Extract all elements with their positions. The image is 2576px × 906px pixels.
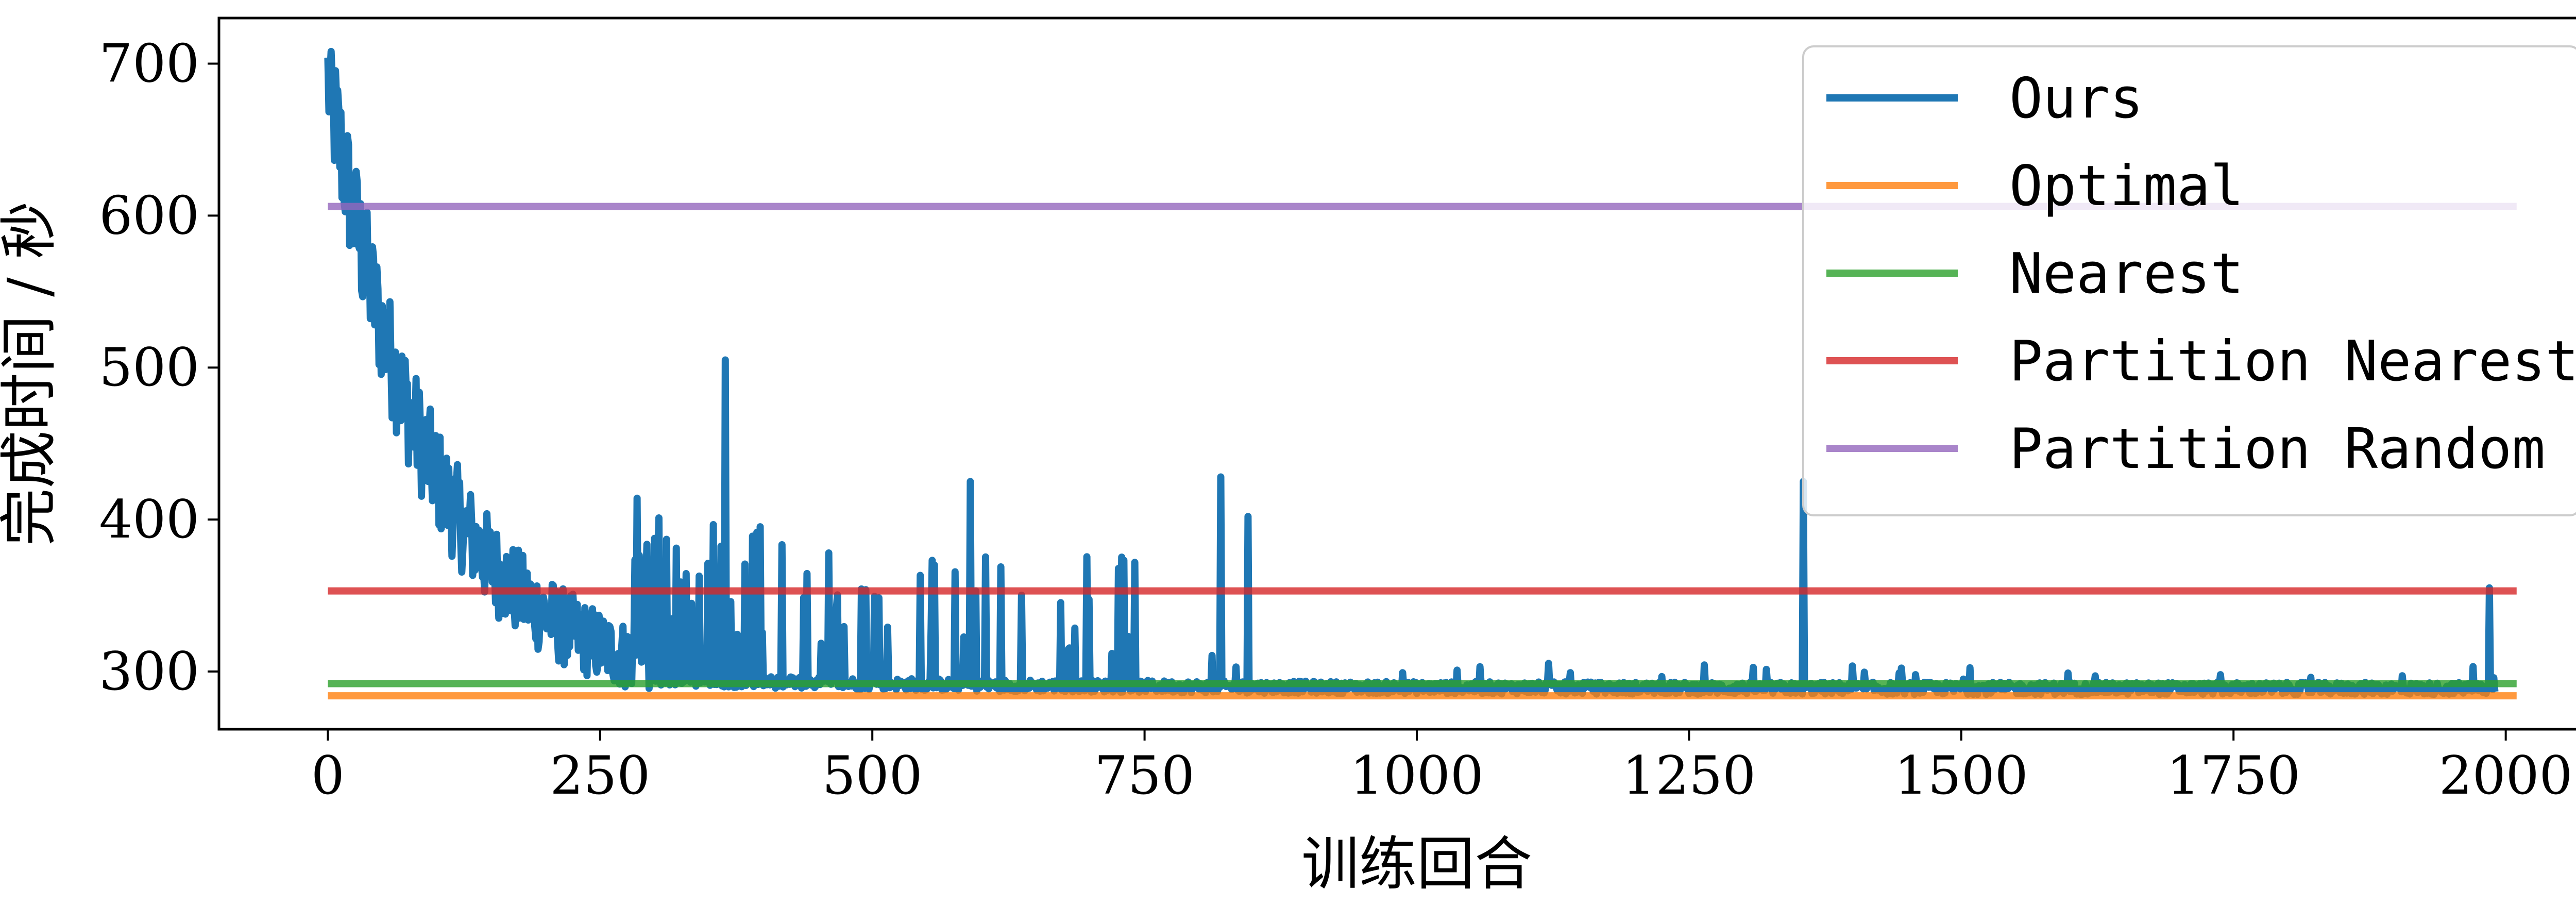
legend-label-partition-random: Partition Random [2009,417,2545,481]
series-layer [324,47,2517,700]
x-tick-label: 0 [311,745,345,807]
y-tick-label: 300 [99,641,199,702]
legend-label-partition-nearest: Partition Nearest [2009,329,2576,394]
x-axis-title: 训练回合 [1301,831,1532,898]
x-tick-label: 500 [822,745,923,807]
x-tick-label: 750 [1094,745,1195,807]
legend-label-nearest: Nearest [2009,242,2244,306]
legend: Ours Optimal Nearest Partition Nearest Parti… [1802,45,2576,516]
y-tick-label: 500 [99,337,199,398]
y-tick-label: 700 [99,33,199,94]
x-tick-label: 1000 [1350,745,1484,807]
x-tick-label: 1500 [1894,745,2028,807]
legend-label-optimal: Optimal [2009,154,2244,219]
legend-label-ours: Ours [2009,66,2143,131]
series-line-ours [324,47,2499,698]
x-axis: 0 250 500 750 1000 1250 1500 1750 2000 [311,729,2573,807]
x-tick-label: 250 [550,745,650,807]
y-axis-title: 完成时间 / 秒 [0,202,63,546]
x-tick-label: 1750 [2166,745,2300,807]
x-tick-label: 2000 [2439,745,2573,807]
y-tick-label: 400 [99,489,199,550]
y-tick-label: 600 [99,185,199,246]
legend-box [1802,45,2576,516]
y-axis: 300 400 500 600 700 [99,33,219,702]
x-tick-label: 1250 [1622,745,1756,807]
